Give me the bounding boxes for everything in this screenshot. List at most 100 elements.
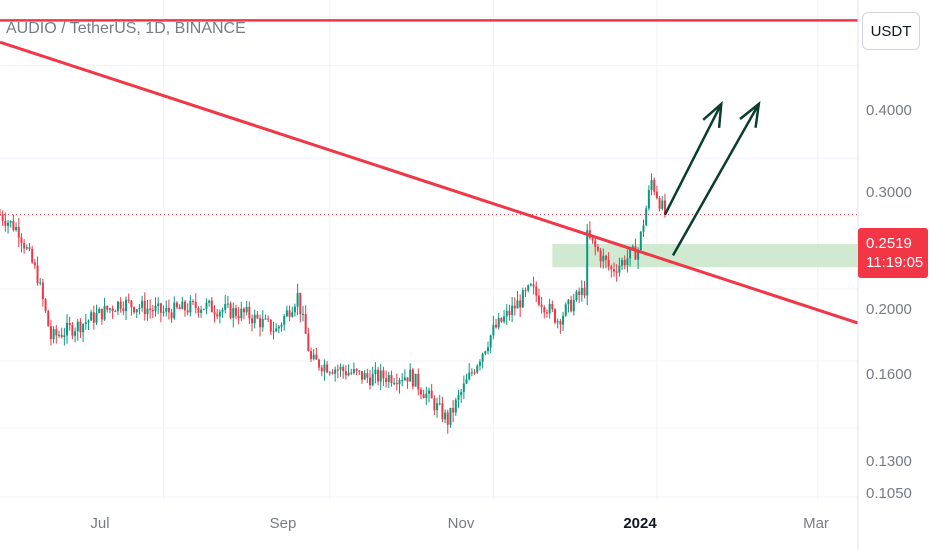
candle bbox=[371, 366, 374, 387]
candle bbox=[623, 255, 626, 270]
candle bbox=[205, 298, 208, 315]
candle-body bbox=[307, 333, 310, 352]
x-tick-label: 2024 bbox=[623, 515, 657, 532]
candle bbox=[497, 312, 500, 330]
candle-body bbox=[495, 324, 498, 328]
candle bbox=[535, 281, 538, 303]
candle bbox=[583, 280, 586, 299]
candle-body bbox=[95, 313, 98, 323]
candle bbox=[162, 305, 165, 317]
candle-body bbox=[419, 389, 422, 395]
candle bbox=[194, 293, 197, 314]
candle bbox=[586, 224, 589, 306]
candle bbox=[138, 304, 141, 315]
candle bbox=[655, 185, 658, 200]
candle bbox=[20, 233, 23, 253]
candle-body bbox=[293, 306, 296, 313]
candle bbox=[135, 308, 138, 319]
candle-body bbox=[529, 284, 532, 286]
candle bbox=[438, 394, 441, 406]
candle-body bbox=[521, 290, 524, 308]
candle-body bbox=[411, 369, 414, 387]
candle-body bbox=[478, 361, 481, 366]
candle-body bbox=[374, 369, 377, 375]
candle-body bbox=[470, 372, 473, 374]
candle bbox=[17, 218, 20, 248]
candle bbox=[492, 315, 495, 340]
candle bbox=[599, 247, 602, 268]
candle bbox=[470, 368, 473, 377]
candle bbox=[103, 297, 106, 321]
candle-body bbox=[320, 367, 323, 372]
candle-body bbox=[658, 198, 661, 209]
candle-body bbox=[259, 318, 262, 328]
candle-body bbox=[468, 372, 471, 380]
candle-body bbox=[269, 319, 272, 332]
candle bbox=[7, 219, 10, 234]
candle-body bbox=[175, 302, 178, 308]
candle bbox=[226, 295, 229, 308]
candle bbox=[154, 297, 157, 317]
candle-body bbox=[165, 307, 168, 312]
candle-body bbox=[71, 325, 74, 336]
candle-body bbox=[315, 354, 318, 360]
candle-body bbox=[401, 380, 404, 382]
candle-body bbox=[184, 301, 187, 311]
candle-body bbox=[275, 328, 278, 332]
candle bbox=[610, 264, 613, 278]
candle-body bbox=[350, 372, 353, 374]
candle-body bbox=[74, 331, 77, 336]
candle-body bbox=[417, 373, 420, 390]
candle bbox=[339, 363, 342, 377]
candle bbox=[200, 305, 203, 318]
candle bbox=[4, 212, 7, 232]
candle bbox=[363, 370, 366, 380]
projection-arrow bbox=[663, 100, 723, 216]
candle bbox=[15, 222, 18, 232]
candle-body bbox=[162, 311, 165, 313]
candle-body bbox=[403, 377, 406, 381]
candle bbox=[167, 299, 170, 320]
candle bbox=[468, 363, 471, 381]
candle bbox=[12, 214, 15, 232]
candle-body bbox=[428, 390, 430, 394]
candle bbox=[237, 307, 240, 325]
candle-body bbox=[580, 287, 583, 295]
candle-body bbox=[363, 373, 366, 380]
candle bbox=[307, 327, 310, 352]
candle bbox=[267, 315, 270, 323]
candle-body bbox=[436, 403, 439, 411]
candle bbox=[25, 244, 28, 251]
candle-body bbox=[637, 250, 640, 260]
candle-body bbox=[205, 302, 208, 309]
candle-body bbox=[537, 295, 540, 305]
candle-body bbox=[159, 303, 162, 313]
candle-body bbox=[194, 301, 197, 308]
candle-body bbox=[66, 322, 69, 336]
candle-body bbox=[106, 305, 109, 310]
candle-body bbox=[613, 269, 616, 272]
candle bbox=[229, 301, 232, 320]
candle-body bbox=[200, 309, 203, 313]
candle bbox=[87, 319, 90, 331]
candle bbox=[213, 305, 216, 323]
candle bbox=[280, 322, 283, 332]
candle bbox=[116, 300, 119, 316]
candle-body bbox=[323, 364, 326, 372]
candle-body bbox=[465, 379, 468, 384]
candle bbox=[540, 296, 543, 314]
candle-body bbox=[127, 299, 130, 301]
candle bbox=[503, 310, 506, 324]
candle-body bbox=[264, 318, 267, 320]
candle-body bbox=[288, 310, 291, 317]
currency-button[interactable]: USDT bbox=[862, 12, 920, 50]
y-tick-label: 0.1600 bbox=[866, 366, 912, 383]
candle-body bbox=[114, 311, 117, 313]
candle-body bbox=[213, 312, 216, 315]
candle-body bbox=[47, 310, 50, 327]
candle-body bbox=[344, 371, 347, 376]
y-tick-label: 0.1050 bbox=[866, 485, 912, 502]
candle-body bbox=[39, 282, 42, 284]
bar-countdown: 11:19:05 bbox=[866, 254, 924, 271]
